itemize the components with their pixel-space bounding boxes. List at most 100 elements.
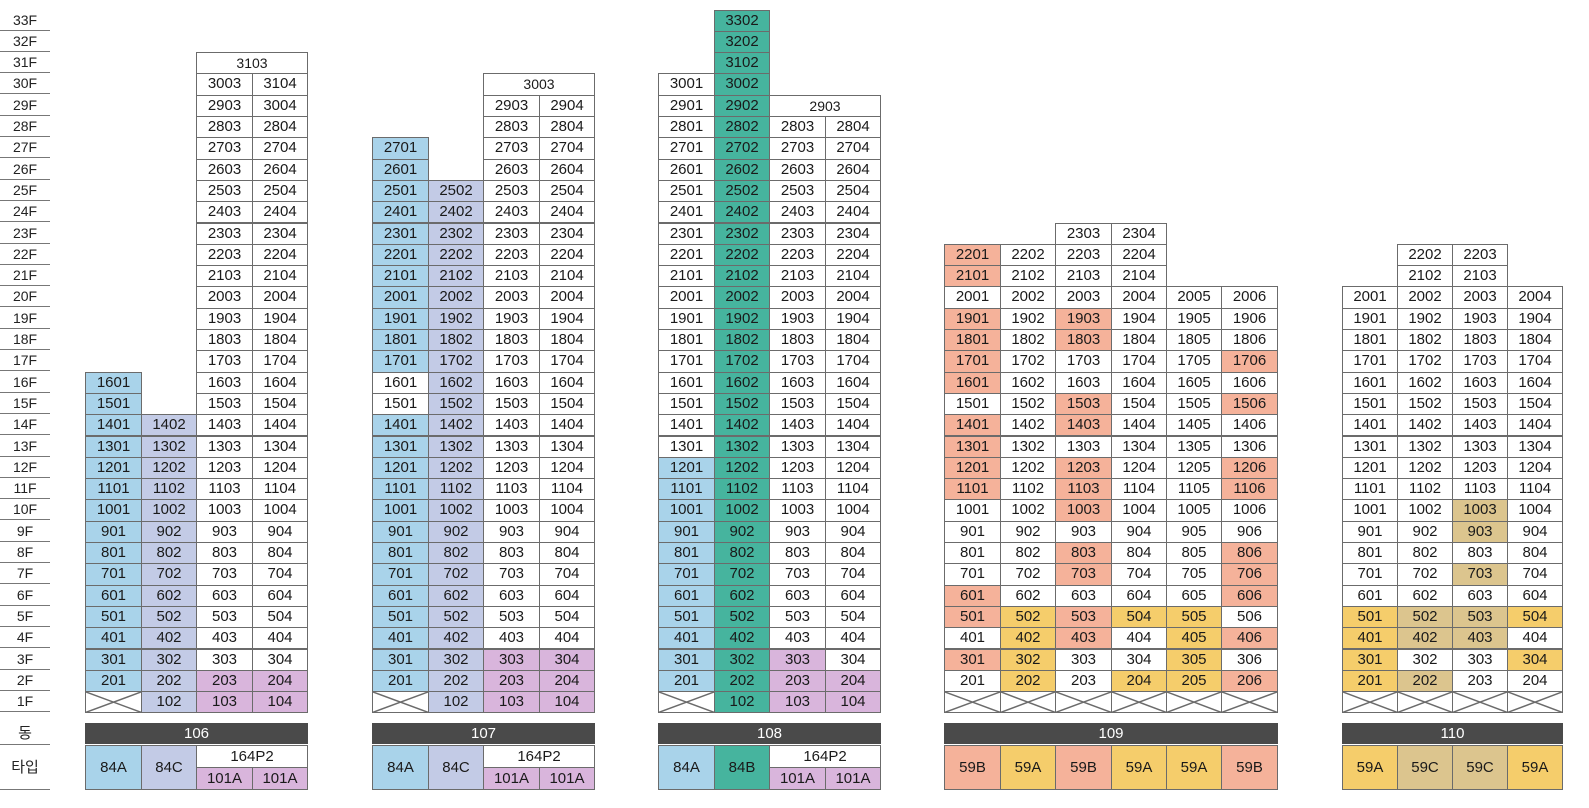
unit-cell[interactable]: 902 <box>714 520 770 543</box>
unit-cell[interactable]: 204 <box>825 669 881 693</box>
unit-cell[interactable]: 2303 <box>196 222 253 245</box>
unit-cell[interactable]: 302 <box>428 648 484 671</box>
unit-cell[interactable]: 903 <box>196 520 253 543</box>
unit-cell[interactable]: 201 <box>372 669 429 693</box>
unit-cell[interactable]: 3104 <box>252 73 308 96</box>
unit-cell[interactable]: 1304 <box>825 435 881 458</box>
unit-cell[interactable]: 402 <box>428 627 484 650</box>
unit-cell[interactable]: 2801 <box>658 116 715 139</box>
unit-cell[interactable]: 703 <box>769 563 826 586</box>
unit-cell[interactable]: 1201 <box>658 456 715 480</box>
unit-cell[interactable]: 2403 <box>196 201 253 224</box>
unit-cell[interactable]: 1701 <box>944 350 1001 373</box>
unit-cell[interactable]: 1703 <box>1055 350 1112 373</box>
unit-cell[interactable]: 404 <box>1507 627 1563 650</box>
unit-cell[interactable]: 1101 <box>372 478 429 501</box>
unit-cell[interactable]: 1302 <box>714 435 770 458</box>
unit-cell[interactable]: 1604 <box>1507 371 1563 394</box>
unit-cell[interactable]: 2203 <box>769 243 826 267</box>
unit-cell[interactable]: 2604 <box>825 158 881 181</box>
unit-cell[interactable]: 2002 <box>714 286 770 309</box>
unit-cell[interactable]: 201 <box>944 669 1001 693</box>
unit-cell[interactable]: 2203 <box>196 243 253 267</box>
unit-cell[interactable]: 2901 <box>658 94 715 117</box>
unit-cell[interactable]: 1203 <box>1452 456 1508 480</box>
unit-cell[interactable]: 2402 <box>428 201 484 224</box>
unit-cell[interactable]: 1701 <box>372 350 429 373</box>
unit-cell[interactable]: 3002 <box>714 73 770 96</box>
unit-cell[interactable]: 1704 <box>1507 350 1563 373</box>
unit-cell[interactable]: 1102 <box>714 478 770 501</box>
unit-cell[interactable]: 1603 <box>1452 371 1508 394</box>
unit-cell[interactable]: 401 <box>85 627 142 650</box>
unit-cell[interactable]: 706 <box>1221 563 1278 586</box>
unit-cell[interactable]: 1601 <box>372 371 429 394</box>
unit-cell[interactable]: 1503 <box>1452 392 1508 416</box>
unit-cell[interactable]: 2004 <box>1111 286 1167 309</box>
unit-cell[interactable]: 1501 <box>85 392 142 416</box>
unit-cell[interactable]: 705 <box>1166 563 1222 586</box>
unit-cell[interactable]: 806 <box>1221 542 1278 565</box>
unit-cell[interactable]: 1503 <box>769 392 826 416</box>
unit-cell[interactable]: 2403 <box>483 201 540 224</box>
unit-cell[interactable]: 403 <box>769 627 826 650</box>
unit-cell[interactable]: 1201 <box>372 456 429 480</box>
unit-cell[interactable]: 1103 <box>1452 478 1508 501</box>
unit-cell[interactable]: 1302 <box>1000 435 1056 458</box>
unit-cell[interactable]: 203 <box>483 669 540 693</box>
unit-cell[interactable]: 602 <box>1000 584 1056 607</box>
unit-cell[interactable]: 2001 <box>944 286 1001 309</box>
unit-cell[interactable]: 601 <box>372 584 429 607</box>
unit-cell[interactable]: 2002 <box>428 286 484 309</box>
unit-cell[interactable]: 2504 <box>825 179 881 203</box>
unit-cell[interactable]: 403 <box>1055 627 1112 650</box>
unit-cell[interactable]: 503 <box>1452 605 1508 629</box>
unit-cell[interactable]: 2002 <box>1000 286 1056 309</box>
unit-cell[interactable]: 203 <box>1452 669 1508 693</box>
unit-cell[interactable]: 2304 <box>252 222 308 245</box>
unit-cell[interactable]: 205 <box>1166 669 1222 693</box>
unit-cell[interactable]: 804 <box>539 542 595 565</box>
unit-cell[interactable]: 1303 <box>483 435 540 458</box>
unit-cell[interactable]: 801 <box>372 542 429 565</box>
unit-cell[interactable]: 102 <box>428 691 484 714</box>
unit-cell[interactable]: 2204 <box>252 243 308 267</box>
unit-cell[interactable]: 1003 <box>483 499 540 522</box>
unit-cell[interactable]: 804 <box>252 542 308 565</box>
unit-cell[interactable]: 503 <box>769 605 826 629</box>
unit-cell[interactable]: 1301 <box>944 435 1001 458</box>
unit-cell[interactable]: 504 <box>1111 605 1167 629</box>
unit-cell[interactable]: 1603 <box>196 371 253 394</box>
unit-cell[interactable]: 2104 <box>539 265 595 288</box>
unit-cell[interactable]: 2703 <box>483 137 540 160</box>
unit-cell[interactable]: 803 <box>769 542 826 565</box>
unit-cell[interactable]: 803 <box>196 542 253 565</box>
unit-cell[interactable]: 602 <box>141 584 197 607</box>
unit-cell[interactable]: 2204 <box>539 243 595 267</box>
unit-cell[interactable]: 1504 <box>539 392 595 416</box>
unit-cell[interactable]: 1206 <box>1221 456 1278 480</box>
unit-cell[interactable]: 1402 <box>714 414 770 437</box>
unit-cell[interactable]: 1501 <box>372 392 429 416</box>
unit-cell[interactable]: 2701 <box>372 137 429 160</box>
unit-cell[interactable]: 803 <box>483 542 540 565</box>
unit-cell[interactable]: 2005 <box>1166 286 1222 309</box>
unit-cell[interactable]: 1904 <box>252 307 308 330</box>
unit-cell[interactable]: 702 <box>1000 563 1056 586</box>
unit-cell[interactable]: 802 <box>1000 542 1056 565</box>
unit-cell[interactable]: 1304 <box>1507 435 1563 458</box>
unit-cell[interactable]: 2103 <box>483 265 540 288</box>
unit-cell[interactable]: 1203 <box>483 456 540 480</box>
unit-cell[interactable]: 505 <box>1166 605 1222 629</box>
unit-cell[interactable]: 906 <box>1221 520 1278 543</box>
unit-cell[interactable]: 1806 <box>1221 329 1278 352</box>
unit-cell[interactable]: 2004 <box>539 286 595 309</box>
unit-cell[interactable]: 603 <box>1055 584 1112 607</box>
unit-cell[interactable]: 2603 <box>483 158 540 181</box>
unit-cell[interactable]: 202 <box>714 669 770 693</box>
unit-cell[interactable]: 902 <box>1000 520 1056 543</box>
unit-cell[interactable]: 502 <box>141 605 197 629</box>
unit-cell[interactable]: 1803 <box>769 329 826 352</box>
unit-cell[interactable]: 601 <box>944 584 1001 607</box>
unit-cell[interactable]: 1004 <box>825 499 881 522</box>
